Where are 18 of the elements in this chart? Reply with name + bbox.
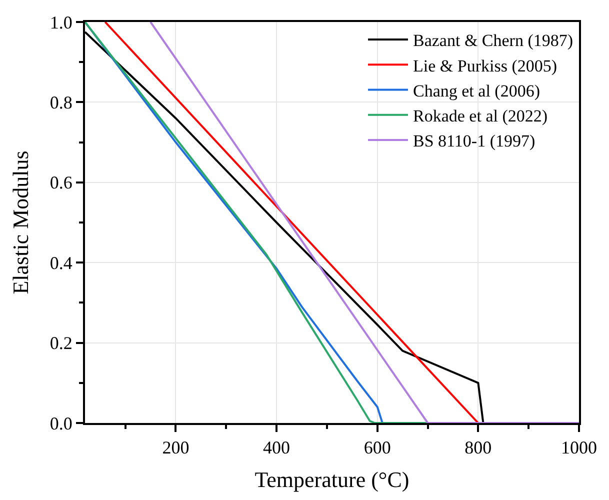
x-tick-label: 200 bbox=[162, 438, 190, 458]
y-tick-label: 1.0 bbox=[50, 12, 72, 32]
x-tick-label: 1000 bbox=[561, 438, 597, 458]
legend-label: Lie & Purkiss (2005) bbox=[413, 56, 558, 76]
legend-label: Bazant & Chern (1987) bbox=[413, 31, 574, 50]
x-tick-label: 600 bbox=[364, 438, 391, 458]
x-axis-title: Temperature (°C) bbox=[254, 467, 410, 492]
y-tick-label: 0.4 bbox=[50, 252, 72, 273]
y-tick-label: 0.2 bbox=[50, 333, 72, 354]
legend-label: Chang et al (2006) bbox=[413, 81, 540, 100]
x-tick-label: 400 bbox=[263, 438, 290, 458]
x-tick-label: 800 bbox=[464, 438, 492, 458]
y-tick-label: 0.0 bbox=[50, 413, 72, 434]
y-axis-title: Elastic Modulus bbox=[8, 150, 34, 294]
y-tick-label: 0.6 bbox=[50, 172, 72, 193]
legend-label: Rokade et al (2022) bbox=[413, 106, 548, 126]
legend-label: BS 8110-1 (1997) bbox=[413, 132, 536, 151]
y-tick-label: 0.8 bbox=[50, 92, 72, 112]
